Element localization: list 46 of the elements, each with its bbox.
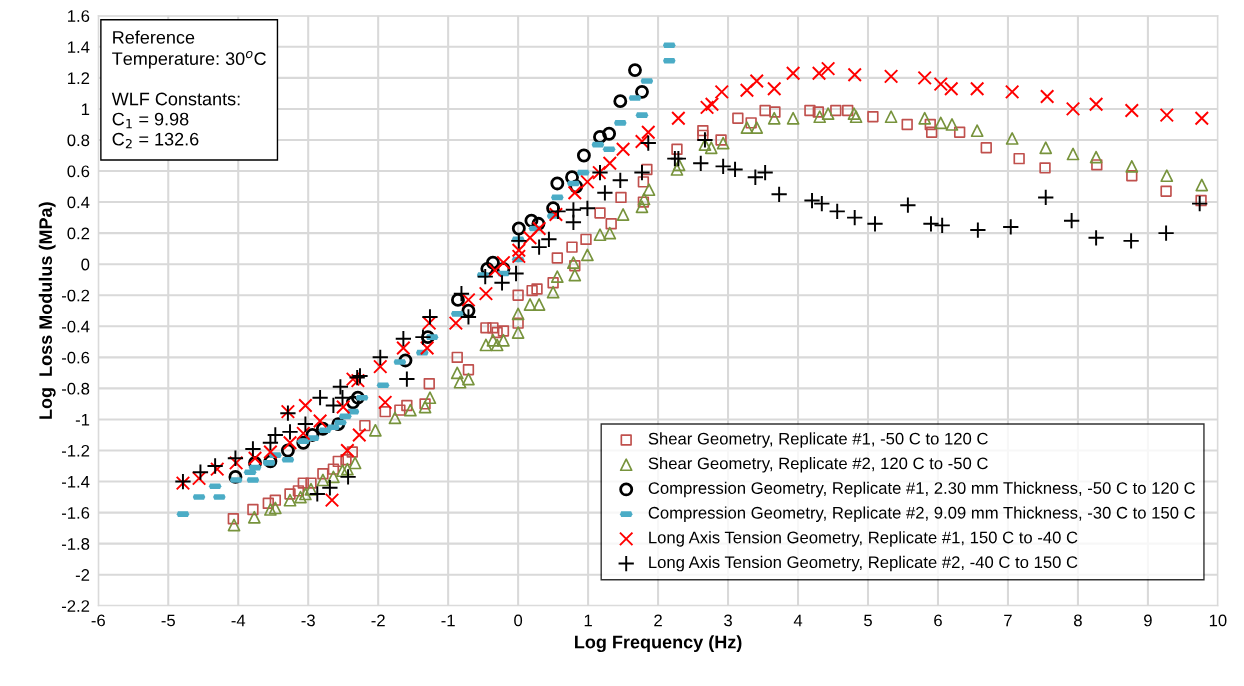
y-tick-label: -0.6 <box>61 351 90 364</box>
legend-label: Long Axis Tension Geometry, Replicate #2, -40 C to 150 C <box>649 555 1078 572</box>
legend-label: Shear Geometry, Replicate #2, 120 C to -50 C <box>648 457 988 473</box>
x-tick-label: -5 <box>161 614 175 627</box>
x-tick-label: 7 <box>1004 614 1012 627</box>
y-tick-label: 1.2 <box>68 72 90 84</box>
y-tick-label: 1 <box>81 103 90 115</box>
y-tick-label: -1 <box>75 414 90 426</box>
y-tick-label: 0.2 <box>67 227 90 240</box>
x-tick-label: 4 <box>793 614 803 627</box>
y-tick-label: -0.4 <box>61 320 90 333</box>
x-tick-label: 0 <box>514 614 523 627</box>
x-tick-label: -3 <box>301 614 315 627</box>
x-tick-label: 9 <box>1144 614 1152 627</box>
x-tick-label: 8 <box>1074 614 1082 627</box>
y-tick-label: -1.4 <box>61 476 90 488</box>
y-tick-label: 1.6 <box>68 10 90 22</box>
y-tick-label: -1.2 <box>61 444 90 457</box>
x-tick-label: -2 <box>371 614 385 627</box>
y-tick-label: -0.8 <box>61 382 90 395</box>
y-tick-label: -0.2 <box>61 289 90 302</box>
legend-label: Long Axis Tension Geometry, Replicate #1, 150 C to -40 C <box>649 531 1078 547</box>
y-tick-label: 0 <box>81 258 90 271</box>
y-tick-label: -1.8 <box>61 538 90 550</box>
x-tick-label: -4 <box>231 614 246 627</box>
y-tick-label: -1.6 <box>61 506 90 519</box>
x-tick-label: 5 <box>864 614 872 627</box>
y-tick-label: -2 <box>75 569 90 581</box>
x-tick-label: 3 <box>724 614 732 627</box>
x-tick-label: 2 <box>654 614 662 627</box>
legend-label: Compression Geometry, Replicate #2, 9.09 mm Thickness, -30 C to 150 C <box>648 506 1196 522</box>
x-tick-label: 1 <box>584 614 592 627</box>
y-tick-label: 0.6 <box>67 165 90 178</box>
x-tick-label: 10 <box>1209 614 1227 627</box>
y-axis-title: Log Loss Modulus (MPa) <box>38 202 56 419</box>
x-tick-label: -1 <box>441 614 455 627</box>
legend-label: Compression Geometry, Replicate #1, 2.30 mm Thickness, -50 C to 120 C <box>648 481 1196 498</box>
y-tick-label: -2.2 <box>61 600 90 612</box>
text: Reference Temperature: 30$^{o}$C WLF Constants: C$_{1}$ = 9.98 C$_{2}$ = 132.6 <box>111 30 266 149</box>
x-tick-label: 6 <box>934 614 942 627</box>
legend-label: Shear Geometry, Replicate #1, -50 C to 120 C <box>648 432 988 448</box>
x-tick-label: -6 <box>91 614 105 627</box>
y-tick-label: 0.4 <box>67 196 90 209</box>
x-axis-title: Log Frequency (Hz) <box>575 635 742 653</box>
y-tick-label: 0.8 <box>67 134 90 147</box>
y-tick-label: 1.4 <box>68 41 90 53</box>
